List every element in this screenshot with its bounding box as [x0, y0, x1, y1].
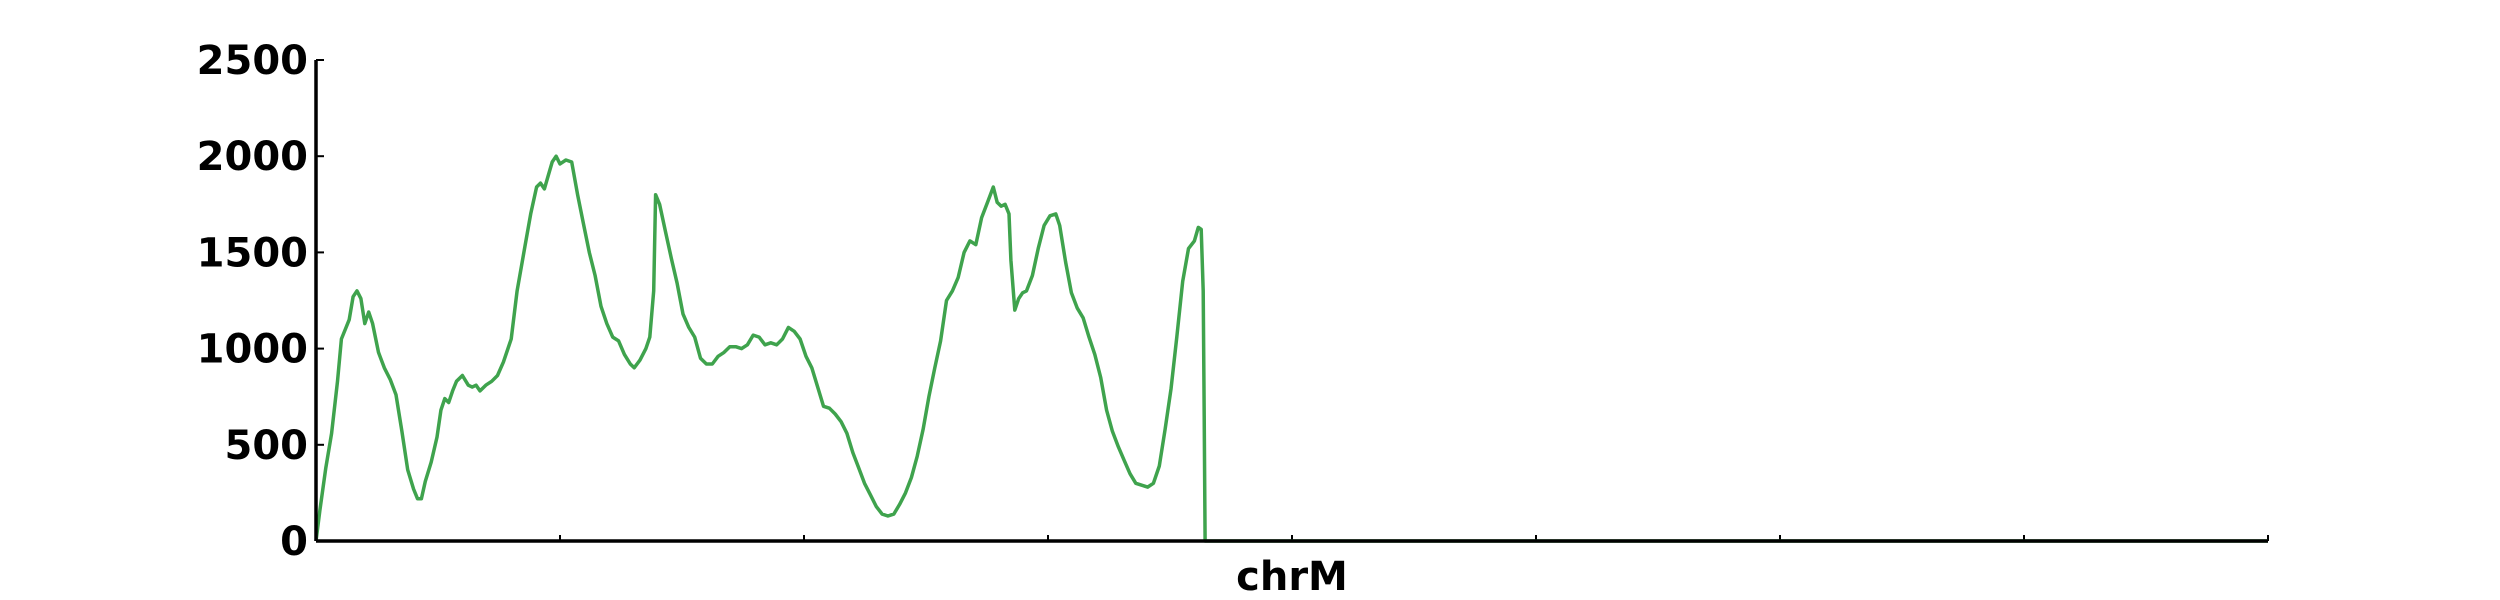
series-line [314, 154, 2268, 543]
y-axis-ticks: 0 500 1000 1500 2000 2500 [197, 38, 324, 565]
y-tick-label: 2000 [197, 134, 308, 180]
y-tick-label: 500 [225, 423, 309, 469]
y-tick-label: 2500 [197, 38, 308, 84]
y-tick-label: 0 [280, 519, 308, 565]
x-axis-label: chrM [1236, 554, 1348, 600]
y-tick-label: 1000 [197, 327, 308, 373]
y-tick-label: 1500 [197, 230, 308, 276]
